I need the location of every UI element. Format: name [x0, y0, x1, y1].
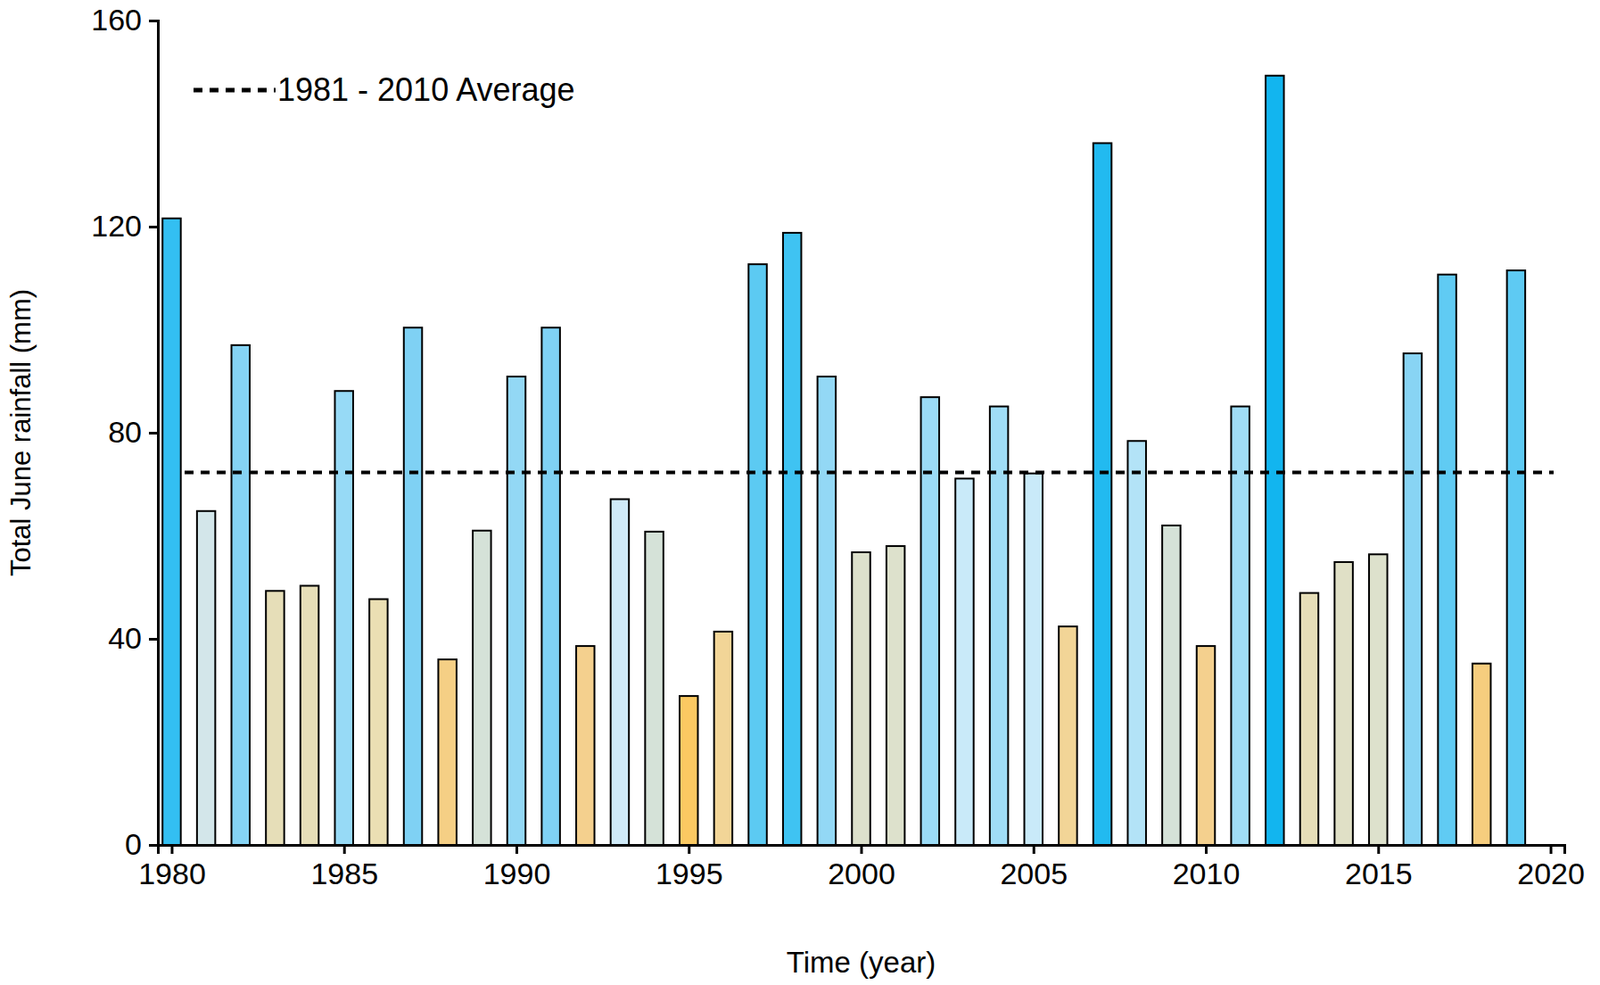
bar: [1300, 593, 1319, 845]
x-tick-mark: [515, 844, 519, 854]
bar: [334, 390, 353, 845]
bar: [1472, 663, 1491, 845]
x-axis: 1980 1985 1990 1995 2000 2005 2010 2015 2020: [138, 844, 1585, 891]
x-tick-label: 1990: [483, 856, 552, 891]
bar: [369, 599, 388, 845]
bar: [541, 327, 560, 845]
bar: [921, 396, 940, 845]
y-tick-label: 120: [90, 208, 142, 243]
bar: [1507, 270, 1526, 845]
bar: [1334, 561, 1353, 845]
x-axis-title: Time (year): [786, 945, 936, 979]
bar: [679, 695, 698, 845]
x-tick: 1995: [655, 844, 724, 891]
x-tick: 2010: [1172, 844, 1241, 891]
bar: [955, 478, 974, 845]
y-tick-mark: [148, 225, 158, 229]
y-tick-mark: [148, 843, 158, 847]
bar: [197, 511, 215, 845]
bar: [472, 530, 491, 845]
bar: [1403, 353, 1422, 845]
legend-swatch: [193, 88, 276, 93]
x-tick-mark: [170, 844, 174, 854]
x-tick-label: 2005: [999, 856, 1068, 891]
x-tick-label: 2020: [1517, 856, 1585, 891]
legend: 1981 - 2010 Average: [193, 71, 576, 108]
bar: [1058, 626, 1077, 845]
x-tick: 1980: [138, 844, 207, 891]
bar: [1369, 553, 1387, 845]
y-tick-mark: [148, 637, 158, 641]
bar: [817, 376, 836, 845]
y-tick-label: 80: [107, 414, 142, 449]
y-tick: 40: [107, 620, 158, 655]
x-tick-mark: [860, 844, 864, 854]
chart: 0408012016019801985199019952000200520102…: [0, 0, 1600, 985]
bar: [644, 531, 663, 845]
legend-label: 1981 - 2010 Average: [277, 71, 576, 108]
x-tick-mark: [687, 844, 691, 854]
bar: [886, 545, 905, 845]
x-axis-line: [158, 845, 1566, 855]
bar: [714, 631, 733, 845]
bar: [507, 376, 526, 845]
bar: [1024, 473, 1043, 845]
x-tick: 1990: [483, 844, 552, 891]
y-tick: 120: [90, 208, 158, 243]
x-tick: 2015: [1344, 844, 1413, 891]
y-axis: 04080120160: [90, 2, 158, 861]
y-axis-title: Total June rainfall (mm): [5, 288, 37, 577]
x-tick-label: 2015: [1344, 856, 1413, 891]
y-tick-mark: [148, 431, 158, 435]
bar: [1162, 525, 1180, 845]
x-tick: 2020: [1517, 844, 1585, 891]
bar: [576, 645, 594, 845]
bar: [404, 327, 422, 845]
bar: [610, 498, 629, 845]
x-tick: 2005: [999, 844, 1068, 891]
bars: [162, 75, 1554, 845]
y-tick-label: 40: [107, 620, 142, 655]
bar: [851, 552, 870, 845]
bar: [1196, 645, 1215, 845]
plot: 0408012016019801985199019952000200520102…: [90, 2, 1585, 891]
x-tick-label: 1995: [655, 856, 724, 891]
bar: [231, 345, 250, 845]
x-tick-mark: [1204, 844, 1208, 854]
x-tick: 2000: [827, 844, 896, 891]
x-tick-mark: [1032, 844, 1036, 854]
x-tick-label: 1985: [310, 856, 379, 891]
bar: [437, 659, 456, 845]
average-line: [184, 470, 1554, 474]
bar: [783, 232, 801, 845]
y-tick: 80: [107, 414, 158, 449]
bar: [748, 263, 767, 845]
y-axis-line: [148, 21, 159, 846]
x-tick-mark: [1377, 844, 1380, 854]
y-tick-label: 160: [90, 2, 142, 37]
x-tick-mark: [1550, 844, 1553, 854]
x-tick-label: 2000: [827, 856, 896, 891]
bar: [1093, 142, 1112, 845]
bar: [1127, 440, 1146, 845]
bar: [1265, 75, 1284, 845]
y-tick-mark: [148, 19, 158, 23]
bar: [1437, 274, 1456, 845]
bar: [265, 590, 284, 845]
y-tick: 160: [90, 2, 158, 37]
x-tick-label: 1980: [138, 856, 207, 891]
x-tick-label: 2010: [1172, 856, 1241, 891]
bar: [162, 218, 181, 845]
x-tick: 1985: [310, 844, 379, 891]
bar: [300, 585, 319, 845]
x-tick-mark: [343, 844, 347, 854]
